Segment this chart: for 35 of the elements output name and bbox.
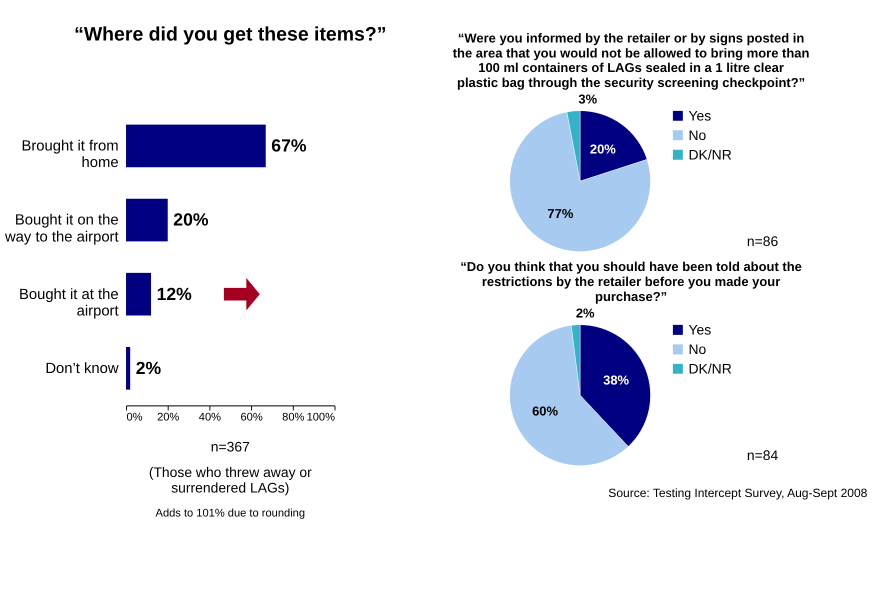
source-note: Source: Testing Intercept Survey, Aug-Sept 2008 xyxy=(608,486,868,500)
text: n=367 xyxy=(210,438,250,455)
data-label: 2% xyxy=(136,358,162,378)
legend-label: No xyxy=(688,126,707,143)
text: n=84 xyxy=(746,447,778,464)
data-label: 38% xyxy=(603,372,630,388)
text: (Those who threw away or surrendered LAGs) xyxy=(148,464,312,496)
y-tick-label: Bought it on the way to the airport xyxy=(4,212,119,246)
x-tick-label: 40% xyxy=(198,412,222,424)
y-tick-label: Don’t know xyxy=(45,360,119,377)
chart-title: “Do you think that you should have been told about the restrictions by the retailer before you made your purchase?” xyxy=(460,259,802,304)
legend-label: Yes xyxy=(688,107,712,124)
legend-label: DK/NR xyxy=(688,360,732,376)
y-tick-label: Brought it from home xyxy=(21,138,119,172)
y-tick-label: Bought it at the airport xyxy=(18,286,119,320)
text: Adds to 101% due to rounding xyxy=(156,508,306,520)
data-label: 20% xyxy=(590,142,616,157)
x-tick-label: 80% xyxy=(282,412,305,424)
legend-label: No xyxy=(688,340,707,357)
x-tick-label: 20% xyxy=(157,412,180,424)
pie-slice xyxy=(509,112,651,252)
chart-title: “Where did you get these items?” xyxy=(74,23,386,46)
data-label: 12% xyxy=(156,284,192,304)
legend-label: DK/NR xyxy=(688,146,732,162)
chart-title: “Were you informed by the retailer or by signs posted in the area that you would not be allowed to bring more than 100 ml containers of LAGs sealed in a 1 litre clear plastic bag through the security screening checkpoint?” xyxy=(452,30,810,90)
data-label: 77% xyxy=(547,206,574,222)
x-tick-label: 100% xyxy=(306,412,336,424)
legend-label: Yes xyxy=(688,322,712,338)
x-tick-label: 60% xyxy=(240,412,263,424)
data-label: 67% xyxy=(271,135,307,156)
data-label: 20% xyxy=(173,210,209,230)
text: n=86 xyxy=(746,233,778,250)
data-label: 3% xyxy=(578,92,598,107)
data-label: 2% xyxy=(576,306,596,321)
x-tick-label: 0% xyxy=(126,412,143,424)
